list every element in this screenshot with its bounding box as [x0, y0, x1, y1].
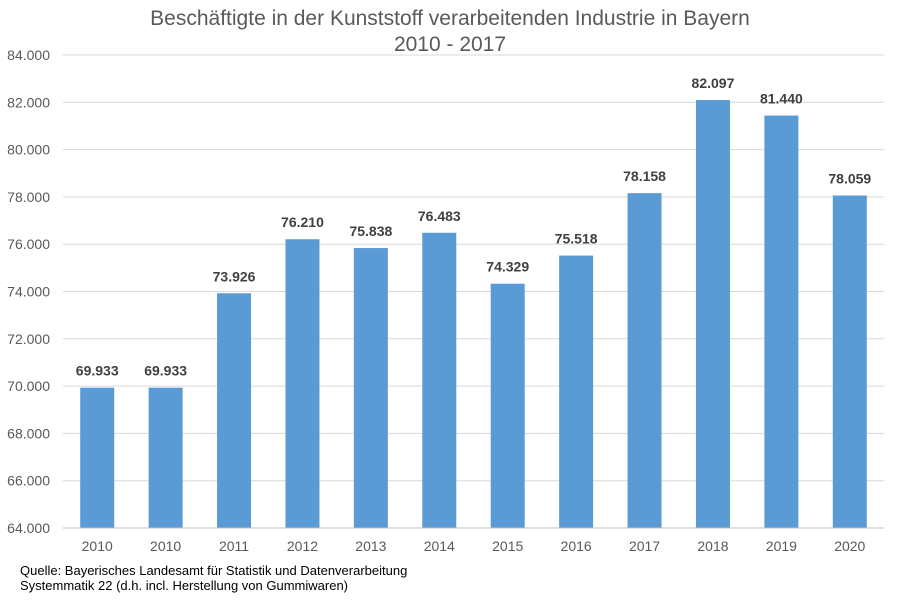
data-label: 73.926 — [213, 268, 256, 284]
y-tick-label: 74.000 — [7, 284, 50, 300]
bar — [148, 387, 183, 528]
x-tick-label: 2017 — [629, 538, 660, 554]
x-axis-ticks: 2010 2010 2011 2012 2013 2014 2015 2016 2017 2018… — [82, 538, 866, 554]
bar — [422, 232, 457, 529]
bar-chart: Beschäftigte in der Kunststoff verarbeit… — [7, 7, 884, 554]
data-label: 76.210 — [281, 214, 324, 230]
bar — [695, 100, 730, 528]
data-label: 75.518 — [555, 231, 598, 247]
data-label: 81.440 — [760, 91, 803, 107]
bar — [490, 283, 525, 528]
chart-title: Beschäftigte in der Kunststoff verarbeit… — [150, 7, 750, 30]
x-tick-label: 2016 — [561, 538, 592, 554]
bar — [217, 293, 252, 528]
y-tick-label: 80.000 — [7, 142, 50, 158]
source-note: Quelle: Bayerisches Landesamt für Statis… — [20, 563, 407, 593]
y-tick-label: 70.000 — [7, 378, 50, 394]
y-tick-label: 84.000 — [7, 47, 50, 63]
data-label: 76.483 — [418, 208, 461, 224]
data-label: 69.933 — [144, 363, 187, 379]
y-axis-ticks: 64.000 66.000 68.000 70.000 72.000 74.000 76.0… — [7, 47, 50, 536]
data-label: 78.158 — [623, 168, 666, 184]
bar — [353, 248, 388, 528]
x-tick-label: 2011 — [219, 538, 249, 554]
x-tick-label: 2019 — [766, 538, 797, 554]
y-tick-label: 72.000 — [7, 331, 50, 347]
bar — [80, 387, 115, 528]
data-label: 82.097 — [692, 75, 735, 91]
chart-subtitle: 2010 - 2017 — [394, 33, 506, 56]
bars — [80, 100, 867, 529]
x-tick-label: 2012 — [287, 538, 318, 554]
data-labels: 69.933 69.933 73.926 76.210 75.838 76.483 74.3… — [76, 75, 872, 379]
gridlines — [63, 54, 884, 482]
source-line-1: Quelle: Bayerisches Landesamt für Statis… — [20, 563, 408, 578]
x-tick-label: 2010 — [82, 538, 113, 554]
x-tick-label: 2014 — [424, 538, 455, 554]
data-label: 69.933 — [76, 363, 119, 379]
source-line-2: Systemmatik 22 (d.h. incl. Herstellung v… — [20, 578, 349, 593]
bar — [832, 195, 867, 529]
x-tick-label: 2010 — [150, 538, 181, 554]
x-tick-label: 2020 — [834, 538, 865, 554]
y-tick-label: 76.000 — [7, 236, 50, 252]
bar — [764, 115, 799, 528]
bar — [559, 255, 594, 528]
bar — [285, 239, 320, 528]
data-label: 75.838 — [349, 223, 392, 239]
y-tick-label: 66.000 — [7, 473, 50, 489]
x-tick-label: 2018 — [697, 538, 728, 554]
y-tick-label: 82.000 — [7, 94, 50, 110]
data-label: 74.329 — [486, 259, 529, 275]
x-tick-label: 2013 — [355, 538, 386, 554]
data-label: 78.059 — [828, 171, 871, 187]
y-tick-label: 68.000 — [7, 425, 50, 441]
y-tick-label: 78.000 — [7, 189, 50, 205]
bar — [627, 193, 662, 528]
x-tick-label: 2015 — [492, 538, 523, 554]
y-tick-label: 64.000 — [7, 520, 50, 536]
